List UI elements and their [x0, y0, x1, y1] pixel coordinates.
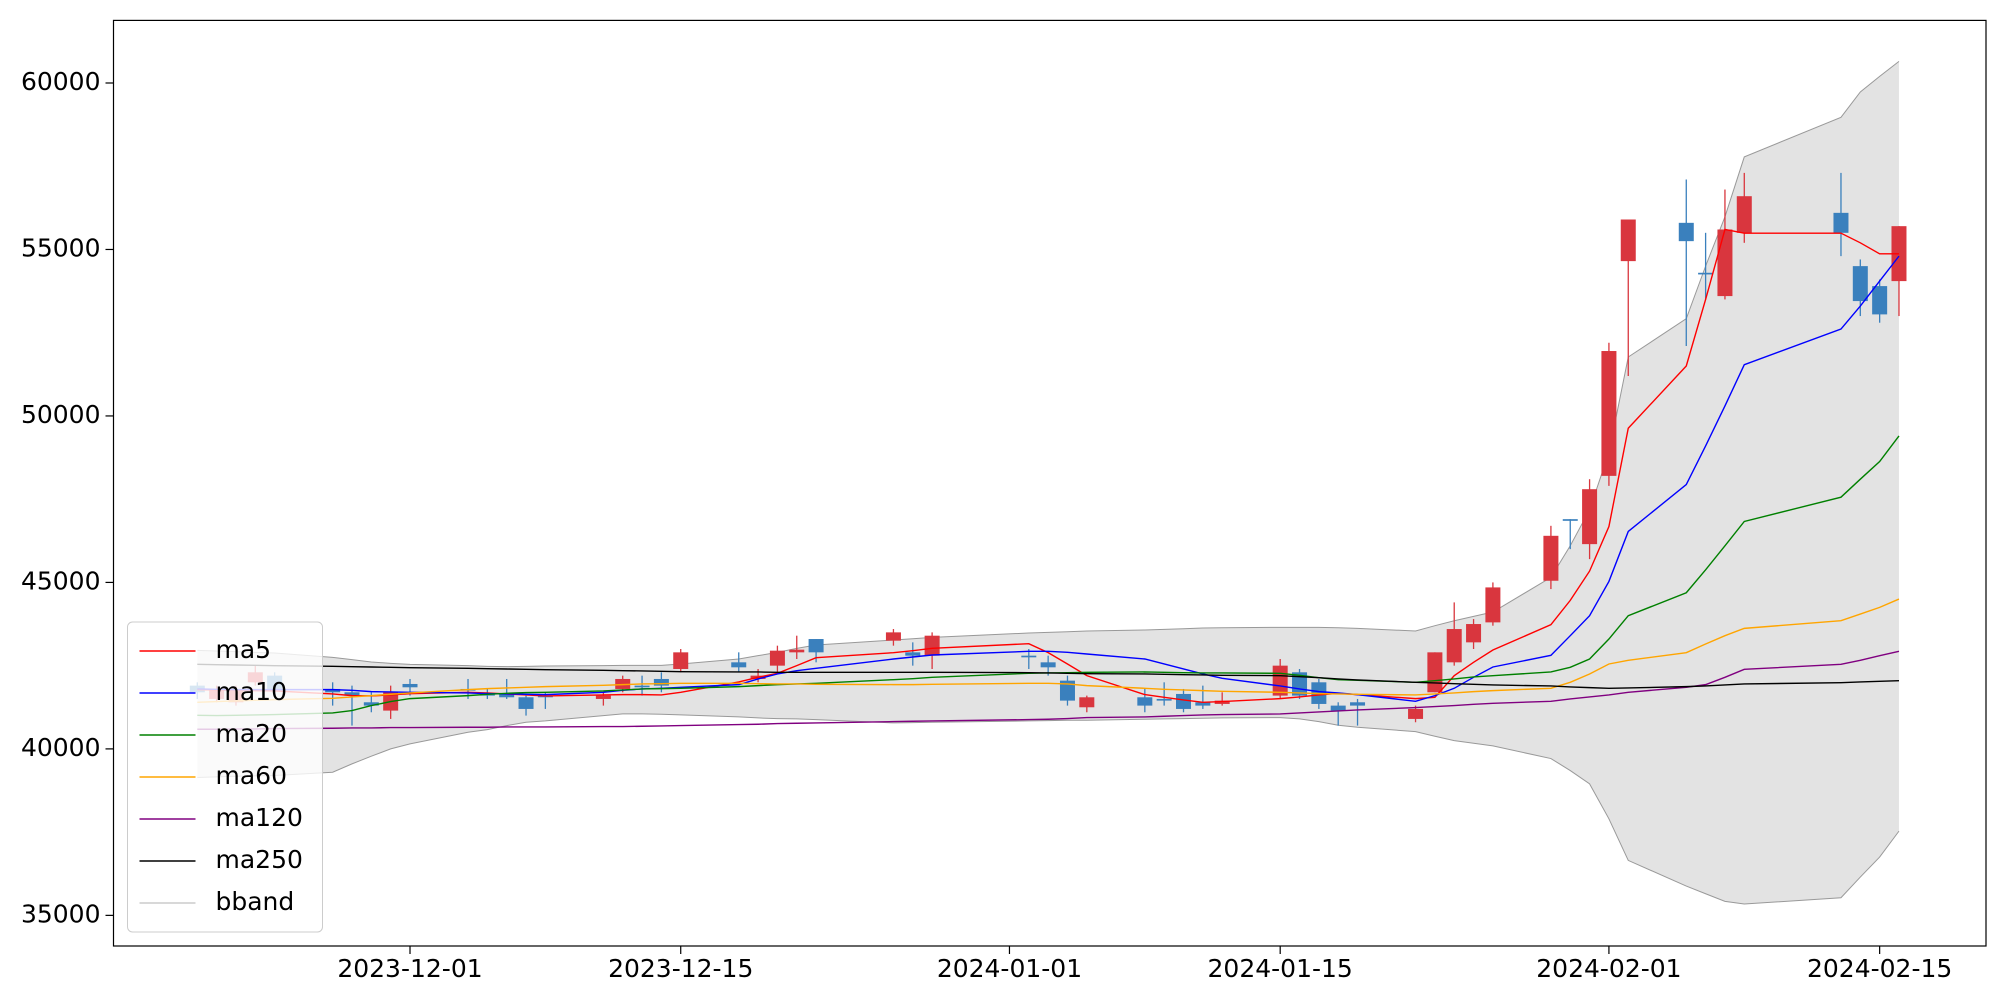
x-tick-label: 2024-02-15 — [1807, 954, 1952, 983]
y-tick-label: 60000 — [21, 67, 101, 96]
candle-body — [402, 683, 418, 688]
candle-body — [1021, 655, 1037, 658]
legend-label: bband — [216, 887, 295, 916]
candle-body — [673, 652, 689, 669]
candle-body — [1195, 702, 1211, 706]
candle-body — [1408, 708, 1424, 719]
candle-body — [1620, 219, 1636, 262]
legend-box — [127, 621, 323, 933]
candle-body — [1736, 196, 1752, 233]
x-tick-label: 2024-02-01 — [1536, 954, 1681, 983]
ma-line — [197, 598, 1900, 703]
candle-body — [1698, 272, 1714, 275]
legend-label: ma250 — [216, 845, 303, 874]
candle-body — [1272, 665, 1288, 696]
candle-body — [595, 695, 611, 699]
candle-body — [1543, 535, 1559, 581]
candle-body — [1833, 212, 1849, 233]
y-tick-label: 55000 — [21, 233, 101, 262]
candle-body — [1330, 705, 1346, 711]
candle-body — [1040, 662, 1056, 668]
plot-frame — [112, 19, 1987, 947]
candle-body — [344, 692, 360, 696]
y-tick-label: 35000 — [21, 899, 101, 928]
candle-body — [1466, 624, 1482, 643]
candle-body — [1717, 229, 1733, 297]
candle-body — [325, 688, 341, 693]
legend: ma5 ma10 ma20 ma60 ma120 ma250 bband — [127, 621, 323, 933]
candle-body — [363, 702, 379, 706]
candle-body — [1601, 351, 1617, 476]
x-tick-label: 2023-12-15 — [608, 954, 753, 983]
candle-body — [1079, 697, 1095, 708]
candle-body — [924, 635, 940, 656]
candle-body — [1446, 629, 1462, 663]
candle-body — [1137, 697, 1153, 706]
candle-body — [1852, 266, 1868, 302]
y-tick-label: 50000 — [21, 400, 101, 429]
candle-body — [634, 685, 650, 688]
band-lower — [197, 713, 1900, 905]
ma-line — [197, 255, 1900, 702]
ma-line — [197, 650, 1900, 730]
candle-body — [1891, 226, 1907, 282]
candle-body — [1350, 702, 1366, 706]
legend-label: ma20 — [216, 719, 287, 748]
candle-body — [1176, 693, 1191, 709]
y-tick-label: 45000 — [21, 566, 101, 595]
x-tick-label: 2024-01-15 — [1208, 954, 1353, 983]
candle-body — [731, 662, 747, 668]
legend-label: ma60 — [216, 761, 287, 790]
ma-line — [197, 663, 1900, 690]
candle-body — [905, 652, 921, 656]
candle-body — [1156, 698, 1172, 701]
candle-body — [653, 678, 669, 686]
candle-body — [789, 649, 805, 653]
candle-body — [518, 697, 534, 709]
candle-body — [1059, 680, 1075, 701]
legend-label: ma5 — [216, 635, 272, 664]
candle-body — [499, 693, 515, 698]
candle-body — [769, 650, 785, 666]
candle-body — [1872, 286, 1888, 315]
y-tick-label: 40000 — [21, 733, 101, 762]
candle-body — [808, 639, 824, 653]
candle-body — [885, 632, 901, 641]
candle-body — [1562, 519, 1578, 521]
x-tick-label: 2023-12-01 — [337, 954, 482, 983]
band-fill — [197, 61, 1899, 905]
candle-body — [1485, 587, 1501, 623]
legend-label: ma10 — [216, 677, 287, 706]
candle-body — [1427, 652, 1443, 693]
legend-label: ma120 — [216, 803, 303, 832]
candle-body — [1678, 222, 1694, 242]
x-tick-label: 2024-01-01 — [937, 954, 1082, 983]
candle-body — [1582, 489, 1598, 545]
